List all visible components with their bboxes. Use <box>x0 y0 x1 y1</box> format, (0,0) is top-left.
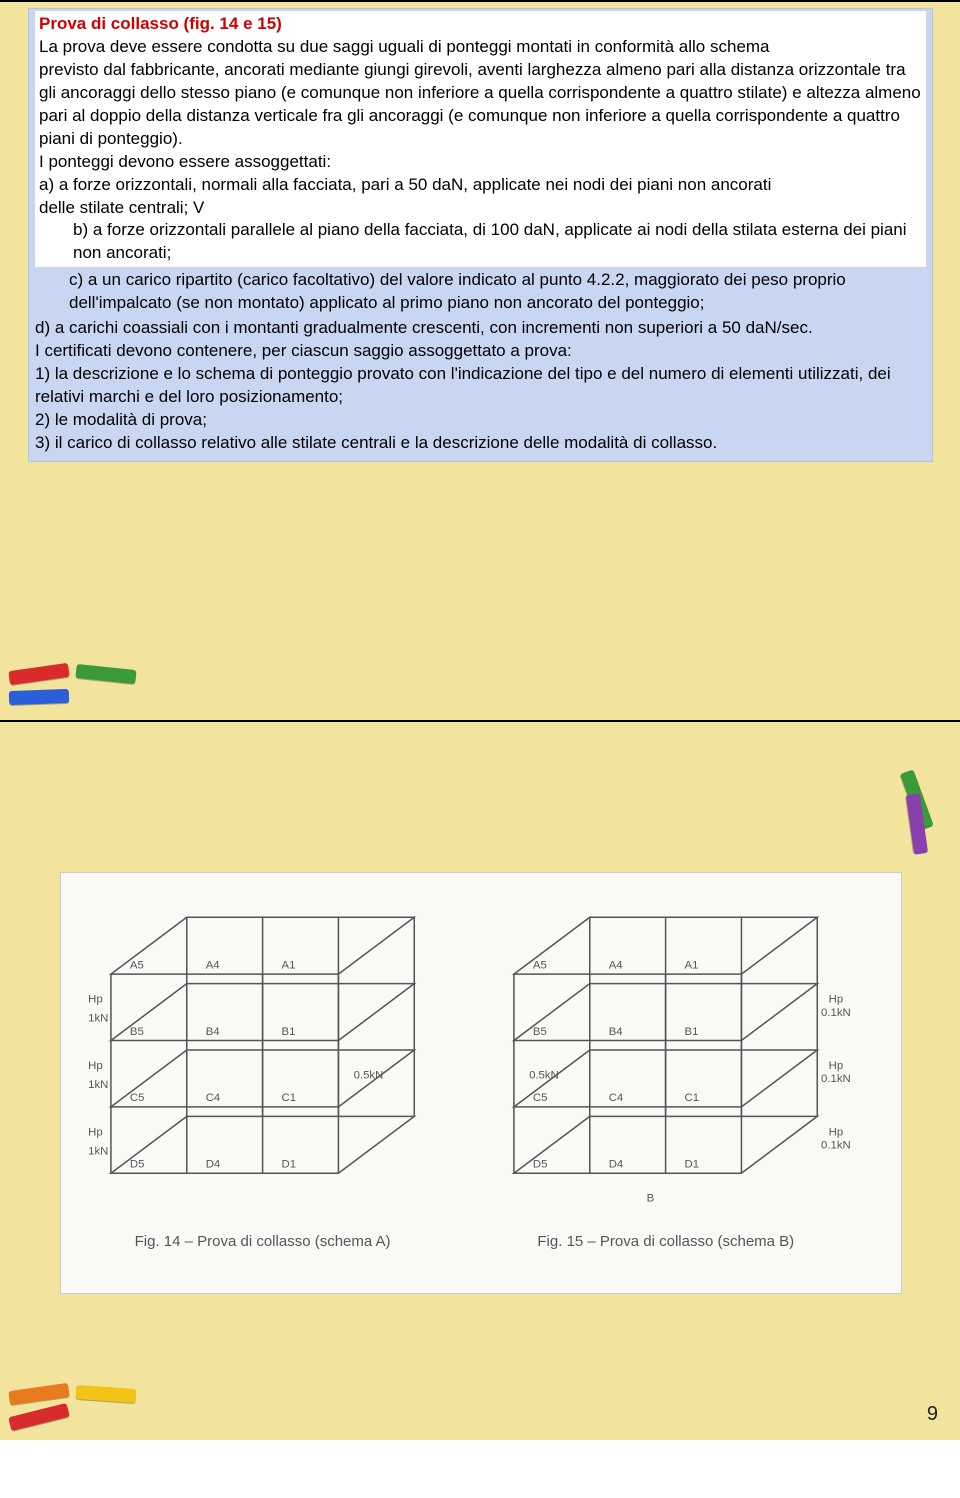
svg-text:0.1kN: 0.1kN <box>821 1073 851 1085</box>
svg-text:B4: B4 <box>609 1026 623 1038</box>
svg-text:0.5kN: 0.5kN <box>354 1069 384 1081</box>
svg-text:0.1kN: 0.1kN <box>821 1140 851 1152</box>
svg-text:B5: B5 <box>533 1026 547 1038</box>
crayon-icon <box>9 689 69 705</box>
svg-text:B5: B5 <box>130 1026 144 1038</box>
svg-text:A4: A4 <box>206 959 220 971</box>
svg-text:A5: A5 <box>130 959 144 971</box>
svg-text:C4: C4 <box>609 1092 624 1104</box>
main-text-box: Prova di collasso (fig. 14 e 15) La prov… <box>28 8 933 462</box>
crayon-icon <box>8 1383 69 1405</box>
crayon-icon <box>8 663 69 685</box>
figure-container: Hp 1kN Hp 1kN Hp 1kN A5 A4 A1 B5 B4 B1 C5 C4 C1 D… <box>60 872 902 1294</box>
svg-text:D5: D5 <box>130 1159 145 1171</box>
scaffold-diagram-b-icon: Hp0.1kN Hp0.1kN Hp0.1kN A5A4A1 B5B4B1 C5… <box>476 885 855 1215</box>
svg-text:C5: C5 <box>130 1092 145 1104</box>
svg-text:Hp: Hp <box>829 994 844 1006</box>
paragraph-blue-indent: c) a un carico ripartito (carico facolta… <box>35 269 926 315</box>
svg-text:C5: C5 <box>533 1092 548 1104</box>
svg-text:1kN: 1kN <box>88 1013 108 1025</box>
page-number: 9 <box>927 1401 938 1428</box>
crayon-icon <box>8 1403 70 1431</box>
section-title: Prova di collasso (fig. 14 e 15) <box>39 14 282 33</box>
crayon-decoration-bottom-left-2 <box>8 1386 137 1432</box>
svg-text:D4: D4 <box>609 1159 624 1171</box>
svg-text:B: B <box>647 1193 655 1205</box>
svg-text:Hp: Hp <box>88 1126 103 1138</box>
svg-text:0.1kN: 0.1kN <box>821 1007 851 1019</box>
crayon-icon <box>75 664 136 684</box>
figure-15: Hp0.1kN Hp0.1kN Hp0.1kN A5A4A1 B5B4B1 C5… <box>464 873 867 1293</box>
svg-text:B1: B1 <box>685 1026 699 1038</box>
svg-text:0.5kN: 0.5kN <box>529 1069 559 1081</box>
paragraph-white-indent: b) a forze orizzontali parallele al pian… <box>39 219 922 265</box>
svg-text:D1: D1 <box>282 1159 297 1171</box>
figure-14: Hp 1kN Hp 1kN Hp 1kN A5 A4 A1 B5 B4 B1 C5 C4 C1 D… <box>61 873 464 1293</box>
white-text-area: Prova di collasso (fig. 14 e 15) La prov… <box>35 11 926 267</box>
svg-text:Hp: Hp <box>88 1060 103 1072</box>
scaffold-diagram-a-icon: Hp 1kN Hp 1kN Hp 1kN A5 A4 A1 B5 B4 B1 C5 C4 C1 D… <box>73 885 452 1215</box>
figure-15-caption: Fig. 15 – Prova di collasso (schema B) <box>476 1232 855 1252</box>
svg-text:Hp: Hp <box>829 1126 844 1138</box>
slide-1: Prova di collasso (fig. 14 e 15) La prov… <box>0 0 960 720</box>
svg-text:C1: C1 <box>282 1092 297 1104</box>
paragraph-white: La prova deve essere condotta su due sag… <box>39 37 921 217</box>
svg-text:D1: D1 <box>685 1159 700 1171</box>
svg-text:A1: A1 <box>282 959 296 971</box>
svg-text:Hp: Hp <box>829 1060 844 1072</box>
crayon-decoration-top-right <box>886 792 948 832</box>
svg-text:1kN: 1kN <box>88 1145 108 1157</box>
svg-text:A5: A5 <box>533 959 547 971</box>
svg-text:B4: B4 <box>206 1026 220 1038</box>
crayon-decoration-bottom-left <box>8 666 137 712</box>
svg-text:1kN: 1kN <box>88 1079 108 1091</box>
svg-text:D5: D5 <box>533 1159 548 1171</box>
svg-text:A4: A4 <box>609 959 623 971</box>
svg-text:Hp: Hp <box>88 994 103 1006</box>
paragraph-blue: d) a carichi coassiali con i montanti gr… <box>35 317 926 455</box>
svg-text:B1: B1 <box>282 1026 296 1038</box>
crayon-icon <box>75 1385 136 1403</box>
svg-text:D4: D4 <box>206 1159 221 1171</box>
slide-2: Hp 1kN Hp 1kN Hp 1kN A5 A4 A1 B5 B4 B1 C5 C4 C1 D… <box>0 720 960 1440</box>
svg-text:C4: C4 <box>206 1092 221 1104</box>
figure-14-caption: Fig. 14 – Prova di collasso (schema A) <box>73 1232 452 1252</box>
svg-text:A1: A1 <box>685 959 699 971</box>
svg-text:C1: C1 <box>685 1092 700 1104</box>
